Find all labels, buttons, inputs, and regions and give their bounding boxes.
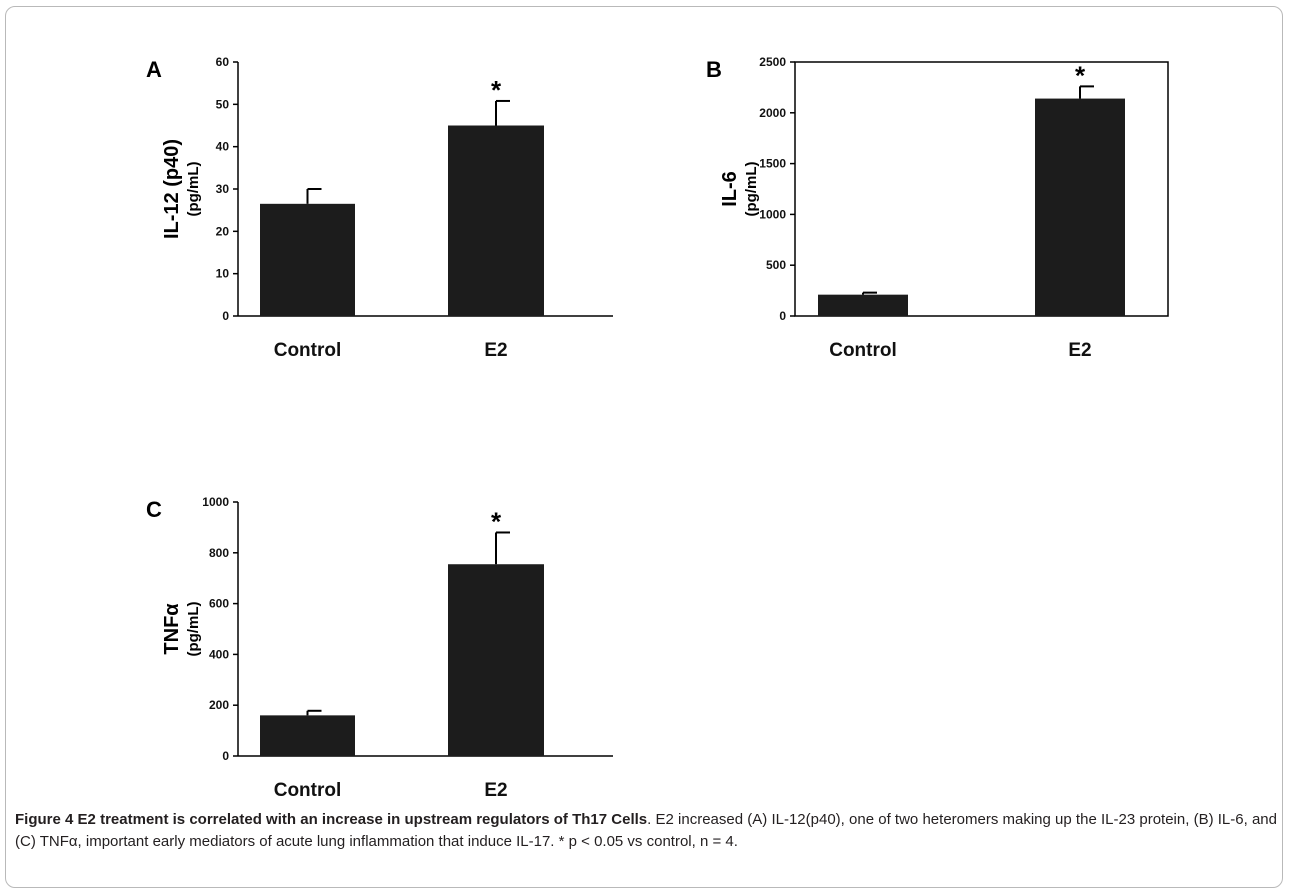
y-tick-label: 60 [216,55,230,69]
bar-control [260,715,355,756]
y-axis-unit: (pg/mL) [743,162,760,217]
y-axis-label: IL-6 [719,171,741,207]
y-tick-label: 400 [209,647,229,661]
figure-caption: Figure 4 E2 treatment is correlated with… [15,809,1277,853]
y-tick-label: 200 [209,698,229,712]
y-tick-label: 40 [216,140,230,154]
panel-letter: C [146,497,162,522]
y-tick-label: 0 [222,749,229,763]
bar-control [260,203,355,316]
y-tick-label: 600 [209,597,229,611]
category-label: Control [274,340,342,361]
category-label: Control [274,780,342,800]
significance-marker: * [491,506,502,536]
y-axis-label: TNFα [161,603,183,655]
y-tick-label: 2500 [759,55,786,69]
bar-e2 [1035,98,1125,317]
y-tick-label: 2000 [759,106,786,120]
y-tick-label: 1000 [202,495,229,509]
caption-body: . E2 increased (A) IL-12(p40), one of tw… [15,811,1277,850]
y-axis-unit: (pg/mL) [185,162,202,217]
y-tick-label: 30 [216,182,230,196]
y-tick-label: 0 [779,309,786,323]
y-tick-label: 1000 [759,207,786,221]
category-label: E2 [484,340,507,361]
category-label: E2 [1068,340,1091,361]
y-axis-label: IL-12 (p40) [161,139,183,239]
bar-control [818,294,908,316]
significance-marker: * [1075,60,1086,90]
plot-frame [794,61,1169,317]
bar-e2 [448,564,544,756]
caption-title: Figure 4 E2 treatment is correlated with… [15,811,648,828]
category-label: Control [829,340,897,361]
y-tick-label: 20 [216,224,230,238]
y-tick-label: 800 [209,546,229,560]
chart-panel-a: A 0 10 20 30 40 50 60 IL-12 (p40) (pg/mL) Control *… [146,55,613,361]
y-tick-label: 500 [766,258,786,272]
bar-e2 [448,125,544,316]
y-tick-label: 50 [216,97,230,111]
figure-frame [5,6,1283,888]
panel-letter: B [706,57,722,82]
panel-letter: A [146,57,162,82]
y-axis-unit: (pg/mL) [185,602,202,657]
chart-panel-b: B 0 500 1000 1500 2000 2500 IL-6 (pg/mL) Control *… [706,55,1169,361]
chart-panel-c: C 0 200 400 600 800 1000 TNFα (pg/mL) Control * E2 [146,495,613,800]
y-tick-label: 0 [222,309,229,323]
category-label: E2 [484,780,507,800]
significance-marker: * [491,75,502,105]
y-tick-label: 1500 [759,157,786,171]
y-tick-label: 10 [216,267,230,281]
